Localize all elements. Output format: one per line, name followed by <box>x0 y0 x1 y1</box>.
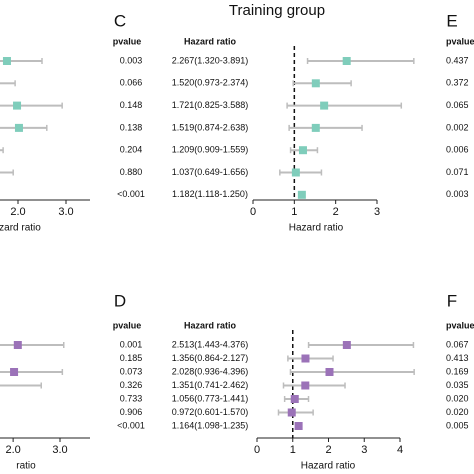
pvalue: 0.169 <box>446 366 469 376</box>
hazard-ratio-point <box>290 395 299 403</box>
panel-label: C <box>114 11 126 30</box>
hazard-ratio-label: 2.267(1.320-3.891) <box>172 55 249 65</box>
pvalue: 0.035 <box>446 380 469 390</box>
pvalue: 0.413 <box>446 353 469 363</box>
pvalue: 0.326 <box>120 380 143 390</box>
column-header: pvalue <box>446 36 474 46</box>
x-tick-label: 4 <box>397 444 403 456</box>
pvalue: 0.733 <box>120 393 143 403</box>
hazard-ratio-label: 0.972(0.601-1.570) <box>172 407 249 417</box>
pvalue: 0.138 <box>120 122 143 132</box>
hazard-ratio-point <box>301 354 310 363</box>
x-tick-label: 3.0 <box>52 444 67 456</box>
pvalue: 0.002 <box>446 122 469 132</box>
hazard-ratio-point <box>311 123 320 132</box>
hazard-ratio-label: 2.028(0.936-4.396) <box>172 366 249 376</box>
x-tick-label: 2 <box>325 444 331 456</box>
x-axis-label: Hazard ratio <box>289 223 344 234</box>
panel-label: D <box>114 291 126 310</box>
hazard-ratio-label: 1.164(1.098-1.235) <box>172 420 249 430</box>
column-header: pvalue <box>446 320 474 330</box>
pvalue: 0.003 <box>446 189 469 199</box>
pvalue: 0.066 <box>120 78 143 88</box>
hazard-ratio-label: 1.351(0.741-2.462) <box>172 380 249 390</box>
pvalue: 0.372 <box>446 78 469 88</box>
hazard-ratio-point <box>342 57 351 65</box>
hazard-ratio-point <box>342 341 351 349</box>
hazard-ratio-label: 2.513(1.443-4.376) <box>172 339 249 349</box>
panel-label: E <box>446 11 457 30</box>
column-header: pvalue <box>113 320 142 330</box>
pvalue: 0.880 <box>120 167 143 177</box>
pvalue: 0.204 <box>120 145 143 155</box>
x-tick-label: 3 <box>361 444 367 456</box>
pvalue: 0.001 <box>120 339 143 349</box>
x-tick-label: 3.0 <box>58 206 73 218</box>
hazard-ratio-point <box>13 101 22 110</box>
panel-label: F <box>447 291 457 310</box>
hazard-ratio-point <box>14 123 23 132</box>
column-header: Hazard ratio <box>184 320 237 330</box>
pvalue: 0.437 <box>446 55 469 65</box>
pvalue: <0.001 <box>117 189 145 199</box>
hazard-ratio-point <box>298 146 307 155</box>
hazard-ratio-label: 1.520(0.973-2.374) <box>172 78 249 88</box>
pvalue: 0.020 <box>446 407 469 417</box>
hazard-ratio-label: 1.056(0.773-1.441) <box>172 393 249 403</box>
hazard-ratio-point <box>294 422 303 430</box>
x-tick-label: 1 <box>290 444 296 456</box>
hazard-ratio-point <box>311 79 320 88</box>
pvalue: 0.005 <box>446 420 469 430</box>
hazard-ratio-point <box>301 381 310 390</box>
hazard-ratio-point <box>10 368 19 376</box>
pvalue: 0.148 <box>120 100 143 110</box>
hazard-ratio-label: 1.182(1.118-1.250) <box>172 189 248 199</box>
pvalue: 0.906 <box>120 407 143 417</box>
pvalue: 0.006 <box>446 145 469 155</box>
x-tick-label: 2 <box>333 206 339 218</box>
x-tick-label: 2.0 <box>5 444 20 456</box>
pvalue: 0.071 <box>446 167 469 177</box>
x-axis-label: zard ratio <box>0 223 41 234</box>
hazard-ratio-label: 1.721(0.825-3.588) <box>172 100 249 110</box>
hazard-ratio-point <box>13 341 22 349</box>
x-axis-label: ratio <box>16 461 36 472</box>
x-tick-label: 2.0 <box>10 206 25 218</box>
hazard-ratio-label: 1.209(0.909-1.559) <box>172 145 249 155</box>
hazard-ratio-point <box>291 168 300 177</box>
hazard-ratio-point <box>2 57 11 65</box>
x-tick-label: 1 <box>291 206 297 218</box>
pvalue: 0.065 <box>446 100 469 110</box>
hazard-ratio-point <box>297 190 306 199</box>
x-tick-label: 0 <box>254 444 260 456</box>
hazard-ratio-label: 1.037(0.649-1.656) <box>172 167 249 177</box>
x-tick-label: 3 <box>374 206 380 218</box>
pvalue: 0.003 <box>120 55 143 65</box>
hazard-ratio-point <box>320 101 329 110</box>
x-tick-label: 0 <box>250 206 256 218</box>
hazard-ratio-point <box>325 368 334 376</box>
pvalue: 0.073 <box>120 366 143 376</box>
pvalue: 0.185 <box>120 353 143 363</box>
pvalue: <0.001 <box>117 420 145 430</box>
pvalue: 0.067 <box>446 339 469 349</box>
pvalue: 0.020 <box>446 393 469 403</box>
chart-title: Training group <box>229 2 325 19</box>
x-axis-label: Hazard ratio <box>301 461 356 472</box>
column-header: pvalue <box>113 36 142 46</box>
hazard-ratio-point <box>287 408 296 417</box>
column-header: Hazard ratio <box>184 36 237 46</box>
hazard-ratio-label: 1.356(0.864-2.127) <box>172 353 249 363</box>
hazard-ratio-label: 1.519(0.874-2.638) <box>172 122 249 132</box>
